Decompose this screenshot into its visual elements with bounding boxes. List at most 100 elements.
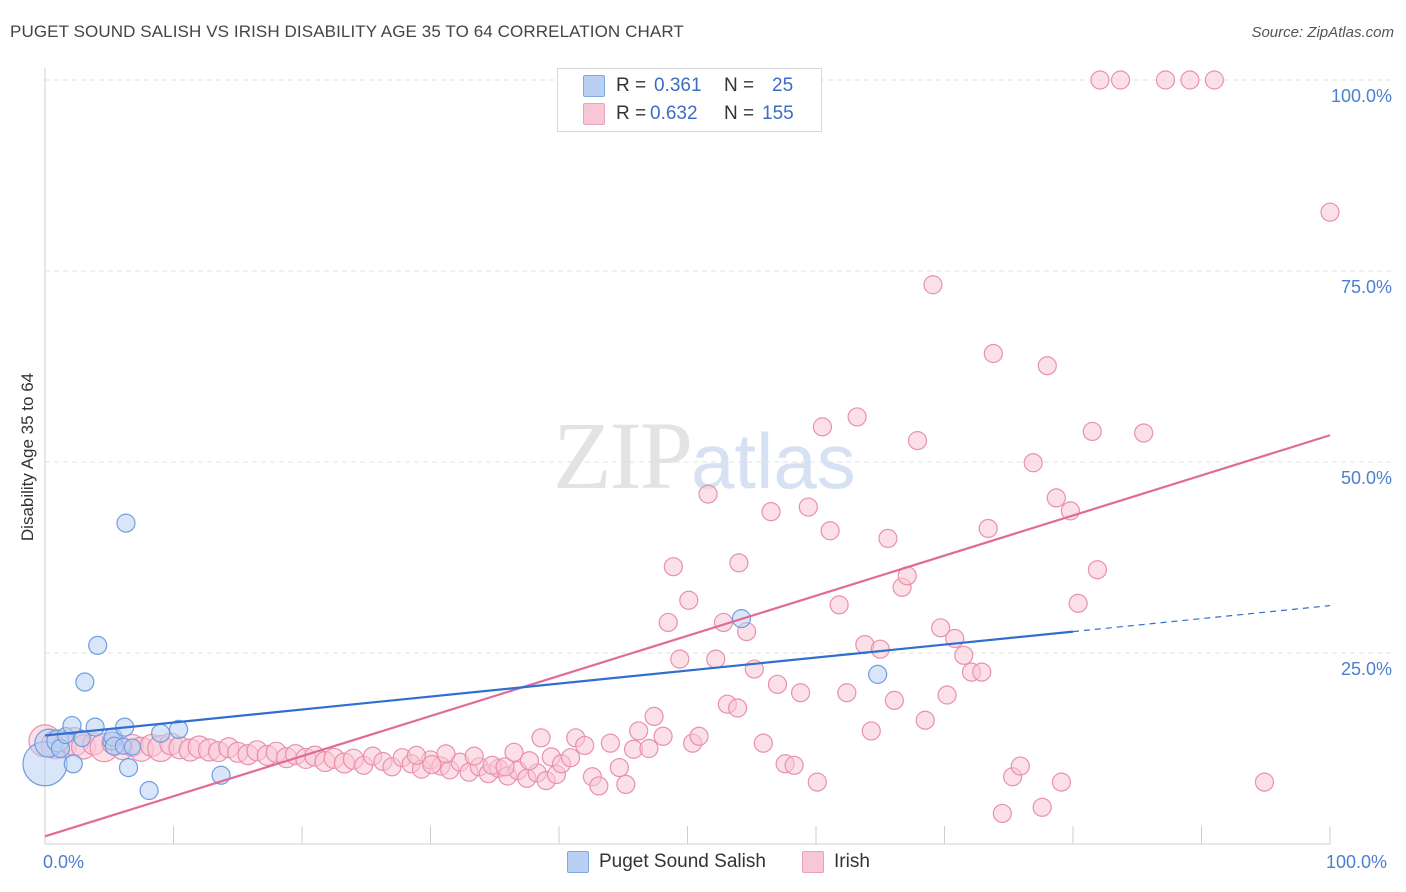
data-point [519,751,540,771]
n-value: 25 [772,75,794,96]
data-point [1037,356,1057,376]
data-point [504,742,524,762]
data-point [878,528,898,549]
legend-label-salish: Puget Sound Salish [599,851,766,872]
data-point [653,726,673,746]
data-point [972,662,992,682]
y-tick-label: 75.0% [1340,277,1392,297]
data-point [820,521,840,541]
data-point [870,639,890,659]
data-point [954,645,974,665]
data-point [422,754,442,775]
data-point [706,649,726,669]
r-value: 0.632 [650,103,698,124]
data-point [923,275,943,295]
data-point [868,664,888,684]
r-label: R = [616,103,647,124]
r-value: 0.361 [654,75,702,96]
data-point [139,780,159,801]
x-tick-label: 0.0% [43,852,85,872]
r-label: R = [616,75,647,96]
data-point [663,557,683,577]
legend-swatch-irish [583,103,605,125]
data-point [689,726,709,746]
data-point [629,721,649,741]
data-point [464,746,484,766]
legend-swatch-salish [583,75,605,97]
data-point [1134,423,1154,443]
data-point [1032,797,1052,817]
y-tick-label: 50.0% [1340,468,1392,488]
data-point [729,553,749,573]
data-point [560,748,581,768]
data-point [837,683,857,703]
data-point [907,431,928,451]
data-point [790,683,811,703]
data-point [978,518,998,539]
legend-item-salish: Puget Sound Salish [567,851,766,873]
data-point [670,649,690,669]
data-point [169,719,189,740]
data-point [73,729,91,748]
data-point [575,735,595,756]
data-point [75,672,95,692]
data-point [644,706,664,727]
data-point [798,497,818,517]
data-point [931,618,951,638]
data-point [1090,70,1110,90]
n-value: 155 [762,103,794,124]
data-point [679,590,699,610]
n-label: N = [724,75,755,96]
chart-title: PUGET SOUND SALISH VS IRISH DISABILITY A… [10,22,684,41]
trend-line-salish-extension [1072,605,1331,633]
data-point [937,685,957,705]
data-point [728,698,748,718]
data-point [609,757,629,778]
n-label: N = [724,103,755,124]
data-point [88,635,108,655]
y-tick-label: 100.0% [1330,86,1392,106]
data-point [531,728,551,748]
data-point [1023,453,1043,473]
x-tick-label: 100.0% [1326,852,1388,872]
data-point [116,513,136,533]
data-point [753,733,773,753]
data-point [1068,593,1088,613]
data-point [1051,772,1072,792]
data-point [829,595,849,615]
data-point [616,774,636,795]
data-point [1204,70,1224,90]
stats-legend: R = 0.361 N = 25 R = 0.632 N = 155 [557,68,822,132]
data-point [915,710,935,730]
data-point [812,417,833,437]
y-tick-label: 25.0% [1340,659,1392,679]
data-point [1087,560,1108,580]
y-axis-label: Disability Age 35 to 64 [18,372,37,542]
trend-line-salish [44,630,1074,737]
data-point [123,738,141,756]
legend-swatch-irish [802,851,824,873]
data-point [1320,202,1340,222]
data-point [847,407,867,427]
data-point [1180,70,1200,90]
data-point [1110,70,1131,90]
data-point [992,803,1012,824]
data-point [406,745,426,765]
data-point [151,723,171,743]
data-point [1010,756,1030,776]
data-point [1046,488,1066,508]
data-point [807,772,827,792]
legend-label-irish: Irish [834,851,870,872]
data-point [767,674,788,694]
data-point [1082,421,1102,442]
data-point [884,690,904,710]
data-point [784,755,804,775]
legend-swatch-salish [567,851,589,873]
data-point [495,757,515,777]
data-point [1155,70,1176,90]
data-point [436,744,456,764]
watermark-zip: ZIP [553,402,693,509]
data-point [85,717,105,737]
data-point [600,733,621,753]
